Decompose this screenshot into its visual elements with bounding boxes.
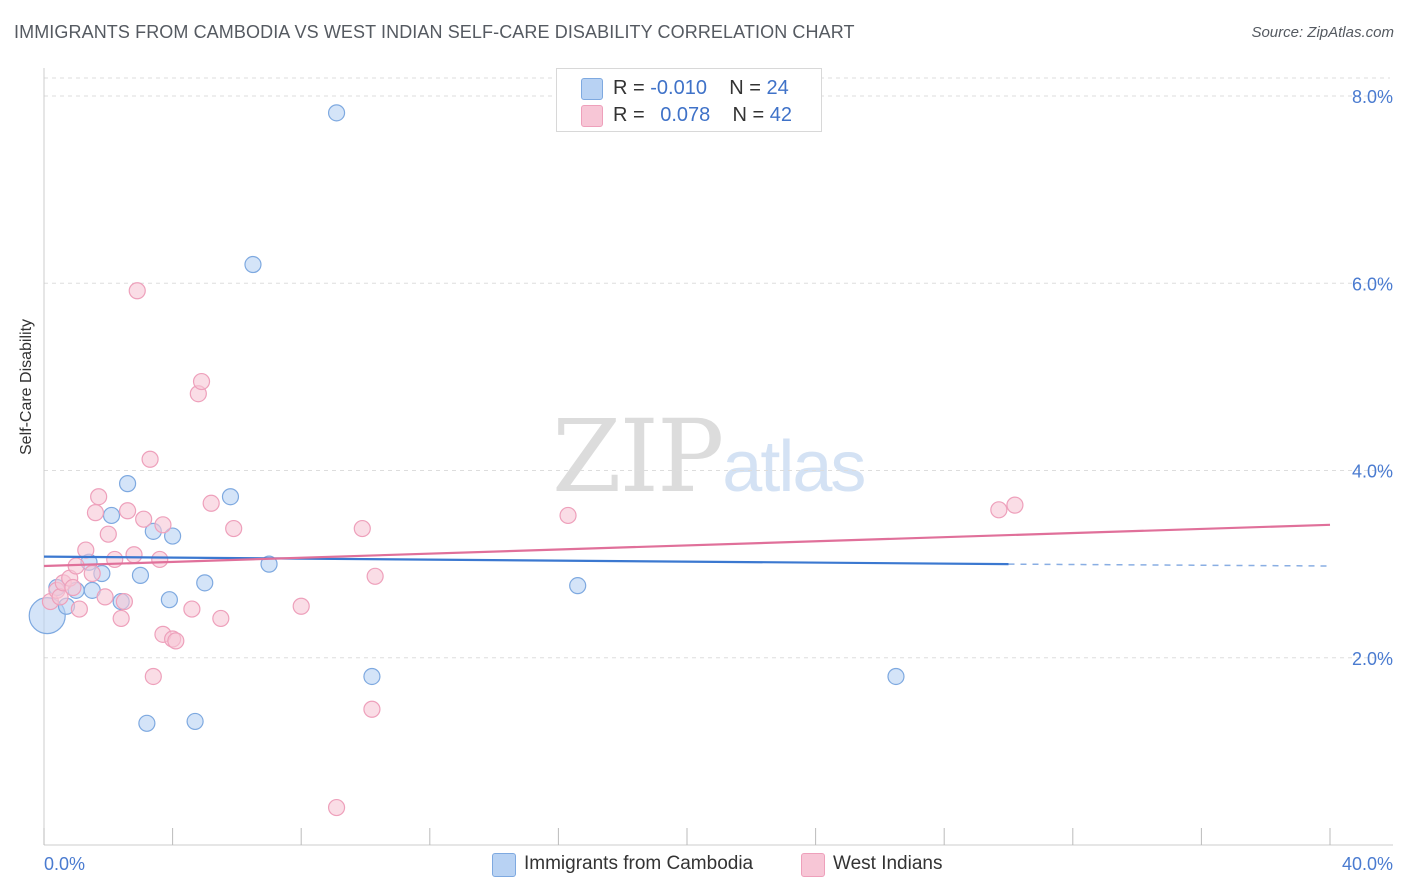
watermark-atlas: atlas	[722, 427, 866, 507]
west-indian-point	[125, 546, 143, 564]
west-indian-point	[99, 525, 117, 543]
chart-title: IMMIGRANTS FROM CAMBODIA VS WEST INDIAN …	[14, 22, 855, 42]
y-tick-label: 2.0%	[1352, 649, 1393, 669]
west-indian-point	[115, 592, 133, 611]
west-indian-point	[225, 519, 243, 538]
y-tick-label: 8.0%	[1352, 87, 1393, 107]
west-indian-point	[135, 510, 153, 528]
source-label: Source: ZipAtlas.com	[1251, 24, 1394, 41]
cambodia-trend-extension	[1008, 563, 1331, 567]
west-indian-point	[64, 578, 82, 597]
x-tick-label: 40.0%	[1342, 854, 1393, 874]
west-indian-point	[141, 450, 159, 468]
y-axis-label: Self-Care Disability	[18, 318, 35, 455]
cambodia-point	[102, 506, 121, 525]
west-indian-point	[202, 494, 220, 512]
west-indian-point	[106, 550, 124, 569]
west-indian-point	[77, 541, 95, 559]
cambodia-point	[569, 577, 587, 595]
legend-label: Immigrants from Cambodia	[524, 853, 754, 874]
cambodia-point	[327, 104, 346, 122]
cambodia-trend-line	[43, 555, 1009, 566]
west-indian-point	[353, 519, 371, 538]
cambodia-point	[244, 255, 262, 274]
stats-n-label: N =	[729, 77, 761, 99]
west-indian-point	[1006, 496, 1024, 514]
west-indian-point	[83, 564, 101, 583]
x-tick-label: 0.0%	[44, 854, 85, 874]
stats-box: R = -0.010 N = 24 R = 0.078 N = 42	[556, 68, 822, 132]
legend-swatch-pink	[801, 853, 825, 877]
west-indian-point	[96, 588, 114, 606]
cambodia-point	[118, 475, 137, 493]
stats-r-label: R =	[613, 104, 645, 126]
cambodia-point	[186, 712, 204, 731]
y-tick-label: 6.0%	[1352, 274, 1393, 294]
west-indian-trend-line	[43, 523, 1331, 568]
stats-swatch-pink	[581, 105, 603, 127]
cambodia-point	[221, 488, 240, 506]
watermark-zip: ZIP	[552, 398, 724, 515]
stats-r-value: 0.078	[660, 104, 711, 126]
cambodia-point	[887, 667, 905, 686]
west-indian-point	[363, 700, 381, 718]
west-indian-point	[70, 600, 88, 618]
stats-n-label: N =	[732, 104, 765, 126]
west-indian-point	[151, 550, 169, 569]
west-indian-point	[183, 600, 201, 618]
west-indian-point	[212, 609, 230, 628]
legend-swatch-blue	[492, 853, 516, 877]
west-indian-point	[112, 609, 130, 628]
cambodia-point	[138, 714, 156, 732]
cambodia-point	[131, 566, 150, 584]
stats-r-label: R =	[613, 77, 645, 99]
cambodia-point	[164, 527, 182, 545]
west-indian-point	[118, 502, 137, 520]
watermark: ZIPatlas	[552, 398, 866, 515]
cambodia-point	[196, 574, 214, 592]
west-indian-point	[167, 632, 185, 650]
west-indian-point	[559, 506, 577, 525]
west-indian-point	[154, 516, 172, 534]
west-indian-point	[144, 667, 162, 686]
stats-swatch-blue	[581, 78, 603, 100]
west-indian-point	[366, 567, 384, 585]
stats-n-value: 42	[769, 104, 793, 126]
west-indian-point	[327, 798, 346, 817]
west-indian-point	[86, 504, 105, 522]
west-indian-point	[990, 501, 1008, 519]
stats-n-value: 24	[766, 77, 789, 99]
west-indian-point	[292, 597, 310, 615]
west-indian-point	[90, 488, 108, 506]
cambodia-point	[160, 591, 178, 609]
cambodia-point	[363, 667, 381, 686]
stats-r-value: -0.010	[650, 77, 707, 99]
y-tick-label: 4.0%	[1352, 462, 1393, 482]
cambodia-point	[260, 555, 278, 573]
legend-label: West Indians	[833, 853, 943, 874]
west-indian-point	[192, 372, 211, 391]
west-indian-point	[128, 282, 146, 300]
